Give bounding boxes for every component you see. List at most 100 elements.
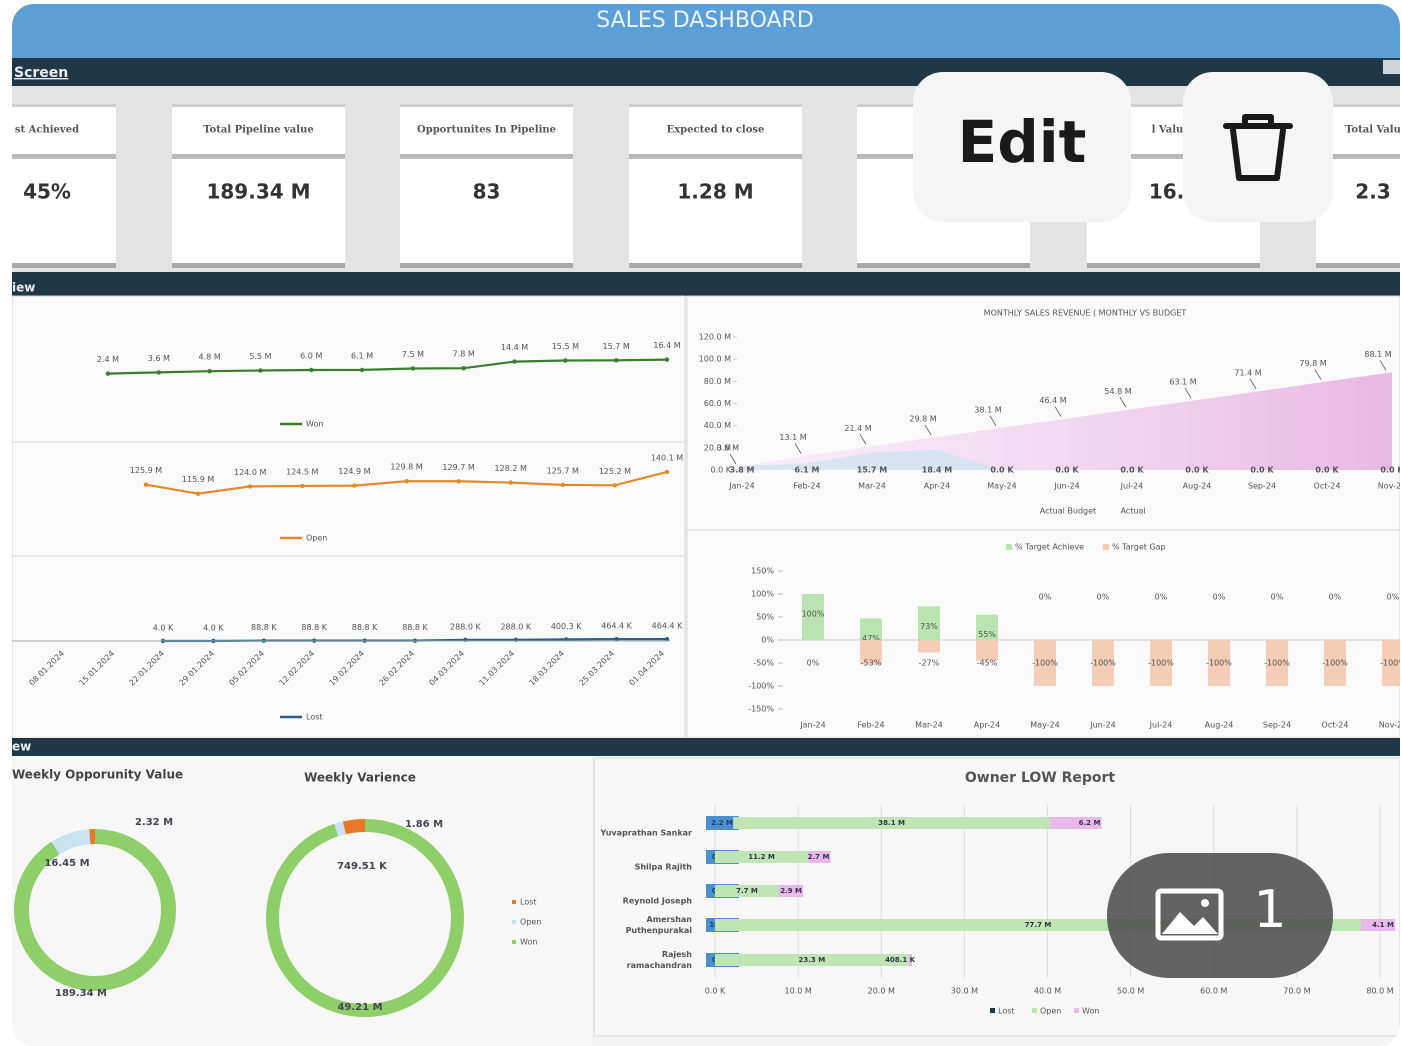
data-label: 88.8 K	[402, 623, 428, 632]
owner-bar	[715, 851, 809, 863]
owner-bar	[733, 817, 1050, 829]
data-label: 46.4 M	[1039, 396, 1066, 405]
y-tick-label: 150%	[751, 567, 774, 576]
data-label: 4.0 K	[153, 623, 174, 632]
kpi-card-bottom	[857, 263, 1030, 268]
data-label: 0.0 K	[1315, 466, 1339, 475]
data-label: 0%	[1387, 593, 1400, 602]
data-label: -100%	[1090, 659, 1116, 668]
x-tick-label: Aug-24	[1183, 482, 1212, 491]
donut-segment	[342, 819, 365, 835]
owner-name: Puthenpurakal	[626, 926, 693, 935]
target-bar	[1324, 640, 1346, 686]
y-tick-label: 40.0 M	[704, 421, 731, 430]
data-label: 29.8 M	[909, 414, 936, 423]
kpi-card-divider	[629, 154, 802, 159]
section-label: iew	[12, 281, 35, 295]
kpi-card	[12, 104, 116, 268]
data-label: 2.7 M	[808, 853, 830, 861]
kpi-value: 2.3	[1355, 180, 1390, 204]
data-label: 124.9 M	[338, 467, 370, 476]
chart-title: Owner LOW Report	[965, 770, 1116, 786]
data-label: 4.0 K	[203, 623, 224, 632]
x-tick-label: Feb-24	[793, 482, 820, 491]
section-band	[12, 272, 1400, 296]
actual-area	[742, 449, 1392, 470]
target-bar	[860, 618, 882, 640]
label-leader	[1184, 387, 1192, 399]
label-leader	[1249, 378, 1257, 390]
x-tick-label: 40.0 M	[1034, 987, 1061, 996]
data-label: 0.0 K	[1055, 466, 1079, 475]
data-label: 115.9 M	[182, 475, 214, 484]
x-tick-label: Oct-24	[1314, 482, 1341, 491]
data-label: 6.0 M	[300, 352, 322, 361]
data-label: 4.1 M	[1372, 921, 1394, 929]
data-label: -100%	[1148, 659, 1174, 668]
data-label: 7.7 M	[736, 887, 758, 895]
label-leader	[1054, 406, 1062, 417]
label-leader	[1379, 360, 1387, 371]
data-label: 128.2 M	[495, 464, 527, 473]
data-label: 47%	[862, 634, 880, 643]
owner-bar	[715, 954, 909, 966]
trend-point	[664, 469, 670, 475]
kpi-value: 189.34 M	[206, 180, 310, 204]
legend-label: % Target Gap	[1112, 543, 1166, 552]
x-tick-label: Mar-24	[915, 721, 943, 730]
data-label: 15.7 M	[603, 342, 630, 351]
x-tick-label: 60.0 M	[1200, 987, 1227, 996]
trend-point	[143, 482, 149, 487]
donut-segment	[89, 829, 95, 845]
label-leader	[1119, 397, 1127, 408]
trend-point	[404, 478, 409, 484]
delete-button[interactable]	[1183, 72, 1333, 222]
x-tick-label: 80.0 M	[1366, 987, 1393, 996]
label-leader	[924, 424, 932, 436]
trend-point	[352, 483, 357, 488]
data-label: 288.0 K	[500, 622, 531, 631]
section-label: ew	[12, 740, 31, 754]
data-label: 100%	[802, 610, 825, 619]
kpi-label: l Values	[1152, 125, 1196, 136]
trend-point	[456, 479, 461, 484]
data-label: 6.1 M	[795, 466, 820, 475]
data-label: 11.2 M	[748, 853, 775, 861]
x-tick-label: Jul-24	[1120, 482, 1144, 491]
legend-label: Lost	[306, 713, 323, 722]
legend-swatch	[512, 940, 516, 944]
edit-button[interactable]	[913, 72, 1131, 222]
x-tick-label: Jan-24	[728, 482, 754, 491]
x-tick-label: Apr-24	[924, 482, 950, 491]
data-label: -100%	[1032, 659, 1058, 668]
data-label: 124.5 M	[286, 467, 318, 476]
label-leader	[859, 434, 867, 445]
data-label: 18.4 M	[922, 466, 953, 475]
data-label: 6.2 M	[1079, 819, 1101, 827]
target-bar	[976, 640, 998, 661]
label-leader	[1314, 369, 1322, 380]
title-bar	[12, 4, 1400, 58]
legend-swatch	[990, 1008, 995, 1013]
trend-point	[410, 366, 416, 371]
donut-segment	[51, 829, 91, 855]
edit-label: Edit	[958, 108, 1087, 176]
label-leader	[794, 443, 802, 454]
data-label: 0%	[1329, 593, 1342, 602]
y-tick-label: 100.0 M	[699, 355, 731, 364]
target-bar	[976, 614, 998, 640]
target-bar	[918, 640, 940, 653]
trend-point	[614, 636, 619, 642]
data-label: 73%	[920, 622, 938, 631]
data-label: 2.9 M	[780, 887, 802, 895]
x-tick-label: Jun-24	[1089, 721, 1116, 730]
trend-point	[207, 369, 212, 374]
kpi-label: Opportunites In Pipeline	[417, 125, 556, 136]
target-bar	[1092, 640, 1114, 686]
x-tick-label: 70.0 M	[1283, 987, 1310, 996]
data-label: 129.8 M	[390, 463, 422, 472]
trend-point	[359, 367, 365, 373]
y-tick-label: 80.0 M	[704, 377, 731, 386]
x-tick-label: Oct-24	[1322, 721, 1349, 730]
legend-label: Open	[306, 534, 327, 543]
